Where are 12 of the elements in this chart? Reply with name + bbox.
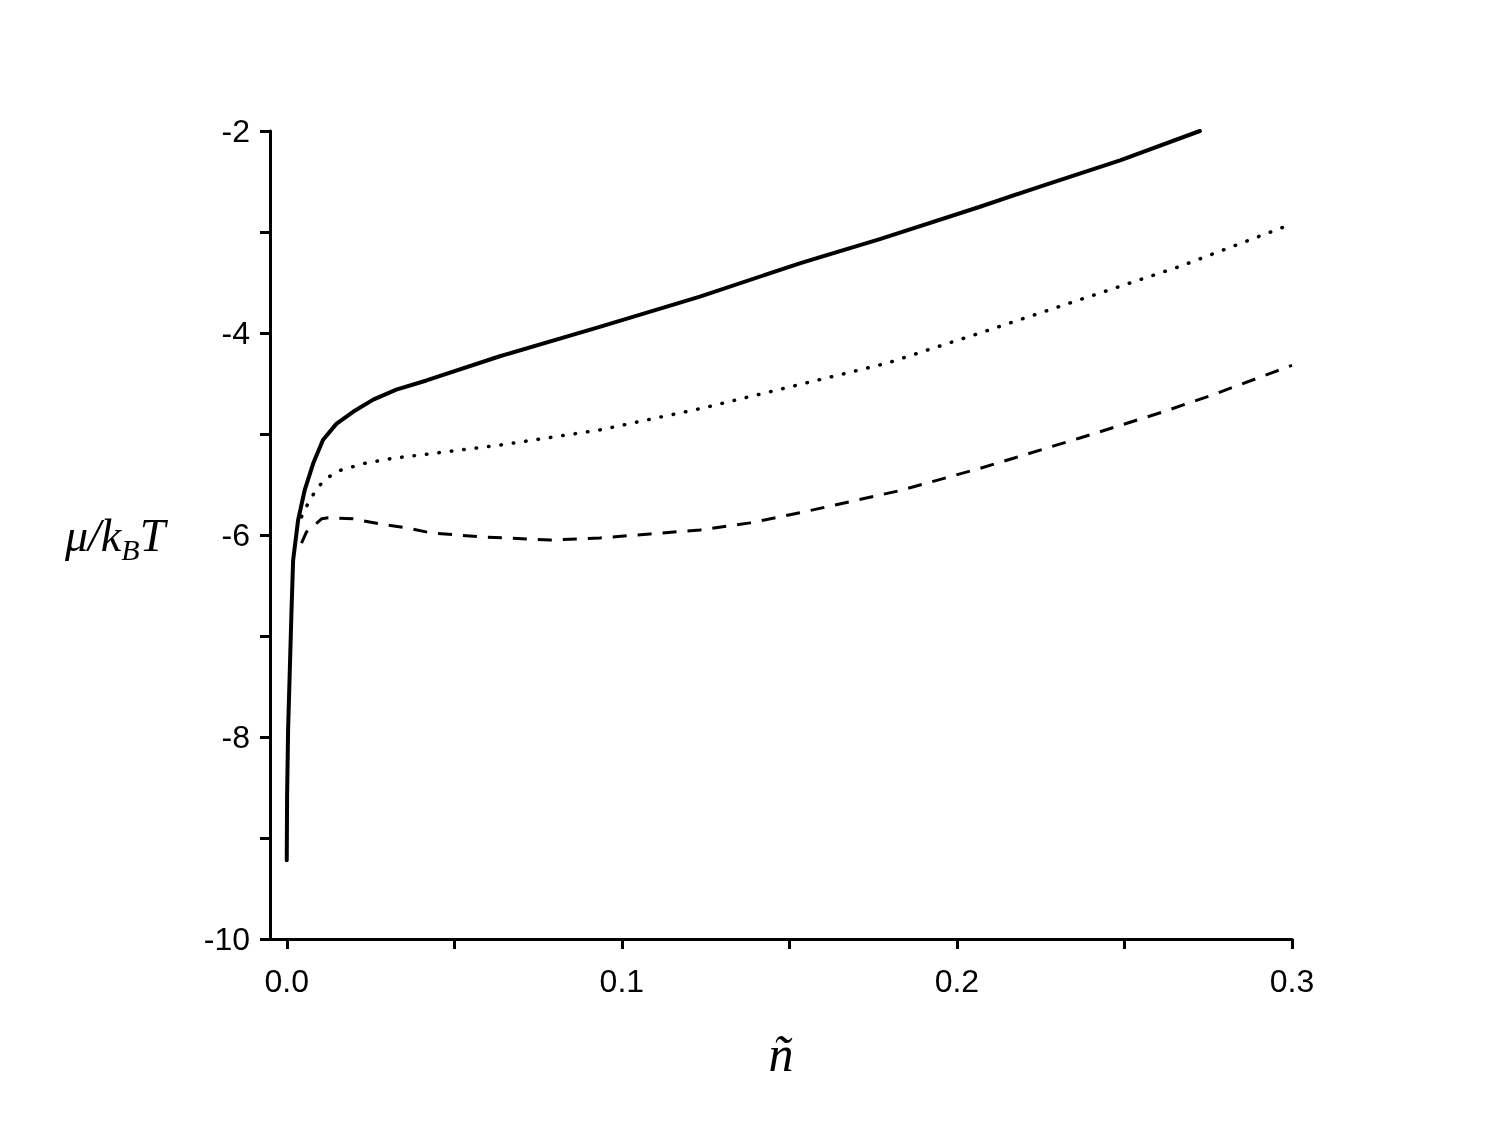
x-tick-label: 0.2: [934, 963, 980, 999]
y-tick-label: -6: [221, 517, 250, 553]
y-tick-label: -10: [203, 921, 250, 957]
y-tick-label: -2: [221, 113, 250, 149]
x-tick-label: 0.0: [264, 963, 309, 999]
y-axis-title: μ/k$_{B}$T: [65, 508, 166, 566]
x-tick-label: 0.1: [599, 963, 645, 999]
x-axis-title: ñ: [768, 1026, 794, 1082]
line-series: [300, 363, 1294, 545]
y-tick-label: -8: [221, 719, 250, 755]
x-tick-label: 0.3: [1269, 963, 1315, 999]
y-tick-label: -4: [221, 315, 250, 351]
